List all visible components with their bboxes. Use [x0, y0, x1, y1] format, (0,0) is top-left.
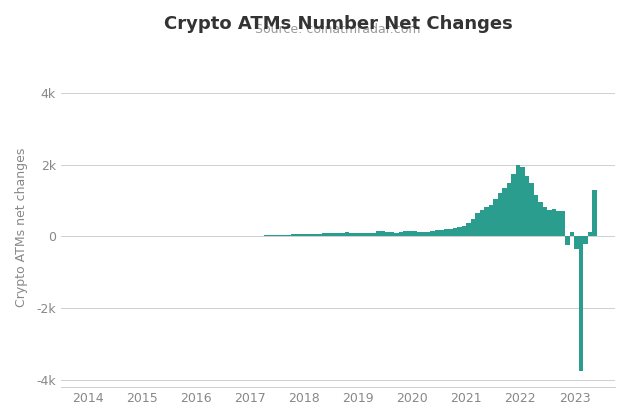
Bar: [475, 213, 480, 236]
Bar: [493, 199, 498, 236]
Bar: [381, 231, 385, 236]
Bar: [579, 236, 583, 371]
Bar: [453, 228, 457, 236]
Bar: [318, 234, 322, 236]
Bar: [439, 230, 444, 236]
Bar: [507, 183, 512, 236]
Bar: [349, 233, 353, 236]
Bar: [512, 174, 516, 236]
Bar: [556, 211, 561, 236]
Bar: [575, 236, 579, 249]
Bar: [399, 232, 403, 236]
Bar: [426, 232, 430, 236]
Bar: [412, 231, 417, 236]
Bar: [394, 233, 399, 236]
Bar: [309, 234, 313, 236]
Y-axis label: Crypto ATMs net changes: Crypto ATMs net changes: [15, 148, 28, 307]
Bar: [385, 232, 390, 236]
Bar: [390, 232, 394, 236]
Bar: [353, 233, 358, 236]
Bar: [372, 233, 376, 236]
Bar: [565, 236, 570, 245]
Bar: [326, 233, 331, 236]
Bar: [516, 165, 520, 236]
Bar: [462, 226, 466, 236]
Bar: [592, 190, 597, 236]
Bar: [282, 235, 286, 236]
Title: Crypto ATMs Number Net Changes: Crypto ATMs Number Net Changes: [164, 15, 512, 33]
Bar: [498, 194, 502, 236]
Bar: [273, 235, 277, 236]
Bar: [525, 176, 529, 236]
Bar: [336, 233, 340, 236]
Bar: [489, 205, 493, 236]
Bar: [484, 207, 489, 236]
Bar: [367, 233, 372, 236]
Bar: [552, 208, 556, 236]
Bar: [588, 232, 592, 236]
Bar: [529, 183, 534, 236]
Bar: [520, 167, 525, 236]
Bar: [313, 234, 318, 236]
Bar: [539, 202, 543, 236]
Bar: [466, 223, 471, 236]
Bar: [322, 233, 327, 236]
Bar: [286, 234, 290, 236]
Bar: [277, 235, 282, 236]
Bar: [583, 236, 588, 244]
Bar: [290, 234, 295, 236]
Bar: [300, 234, 304, 236]
Bar: [331, 233, 336, 236]
Bar: [502, 188, 507, 236]
Bar: [561, 211, 566, 236]
Bar: [403, 231, 408, 236]
Bar: [449, 229, 453, 236]
Bar: [435, 231, 439, 236]
Bar: [543, 207, 547, 236]
Bar: [345, 232, 349, 236]
Bar: [358, 233, 363, 236]
Bar: [471, 218, 476, 236]
Bar: [480, 210, 484, 236]
Bar: [534, 195, 539, 236]
Bar: [570, 232, 575, 236]
Bar: [421, 232, 426, 236]
Bar: [268, 235, 273, 236]
Bar: [416, 232, 421, 236]
Text: Source: coinatmradar.com: Source: coinatmradar.com: [255, 23, 421, 36]
Bar: [457, 227, 462, 236]
Bar: [263, 235, 268, 236]
Bar: [304, 234, 309, 236]
Bar: [340, 233, 345, 236]
Bar: [444, 229, 449, 236]
Bar: [408, 231, 412, 236]
Bar: [547, 210, 552, 236]
Bar: [363, 233, 367, 236]
Bar: [295, 234, 300, 236]
Bar: [430, 231, 435, 236]
Bar: [376, 231, 381, 236]
